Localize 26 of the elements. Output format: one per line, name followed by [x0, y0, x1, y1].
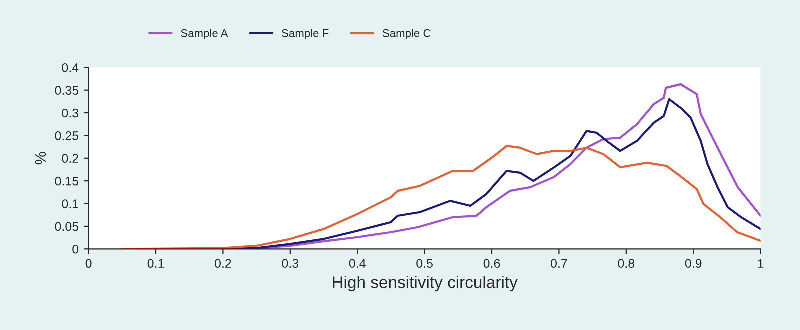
x-tick-label: 0.3 — [282, 259, 299, 268]
x-tick-label: 0.6 — [484, 259, 500, 268]
x-tick-label: 0.4 — [349, 259, 366, 268]
x-axis-title: High sensitivity circularity — [333, 276, 518, 292]
legend-label: Sample A — [181, 29, 228, 40]
y-tick-label: 0.1 — [62, 200, 78, 208]
y-tick-label: 0.25 — [55, 132, 79, 140]
x-tick-label: 0.7 — [551, 259, 568, 268]
y-axis-title: % — [35, 152, 46, 165]
y-tick-label: 0 — [72, 244, 79, 254]
y-tick-label: 0.15 — [55, 176, 79, 186]
x-tick-label: 1 — [758, 259, 764, 268]
x-tick-label: 0.1 — [148, 259, 164, 268]
x-tick-label: 0 — [86, 259, 92, 268]
x-tick-label: 0.5 — [416, 259, 433, 268]
legend-label: Sample F — [282, 29, 329, 40]
x-tick-label: 0.8 — [618, 259, 635, 268]
legend-label: Sample C — [382, 29, 431, 40]
y-tick-label: 0.3 — [62, 108, 79, 118]
y-tick-label: 0.05 — [55, 222, 79, 232]
y-tick-label: 0.2 — [62, 154, 78, 164]
y-tick-label: 0.35 — [55, 86, 79, 95]
y-tick-label: 0.4 — [62, 63, 79, 72]
x-tick-label: 0.9 — [685, 259, 702, 268]
x-tick-label: 0.2 — [215, 259, 232, 268]
line-series — [121, 145, 761, 250]
